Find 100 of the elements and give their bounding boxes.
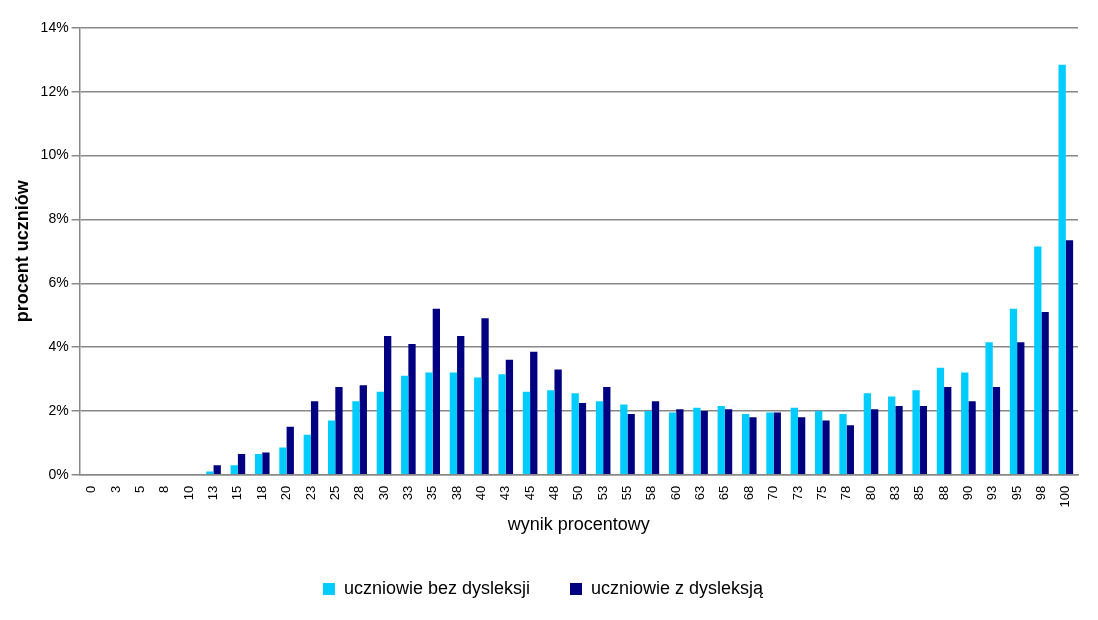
bar	[303, 434, 311, 474]
x-tick-label: 15	[229, 485, 245, 501]
y-tick-label: 8%	[48, 210, 69, 227]
bar	[839, 414, 847, 474]
x-tick-label: 65	[716, 485, 732, 501]
bar	[863, 393, 872, 474]
bar	[815, 410, 823, 474]
x-tick-label: 63	[692, 485, 708, 501]
bar	[773, 412, 781, 474]
bar	[871, 409, 879, 474]
x-tick-label: 80	[862, 485, 878, 501]
bar	[286, 426, 294, 474]
x-tick-label: 60	[667, 485, 683, 501]
x-tick-label: 73	[789, 485, 805, 501]
x-tick-label: 50	[570, 485, 586, 501]
x-tick-label: 20	[278, 485, 294, 501]
bar	[676, 409, 684, 474]
x-tick-label: 13	[205, 485, 221, 501]
x-tick-label: 90	[960, 485, 975, 501]
bar	[822, 420, 830, 474]
x-tick-label: 75	[813, 485, 829, 501]
x-tick-label: 78	[838, 485, 854, 501]
bar	[335, 386, 343, 474]
y-tick-label: 4%	[48, 337, 69, 354]
bar	[279, 447, 287, 474]
bar	[595, 401, 604, 474]
x-tick-label: 100	[1057, 485, 1073, 508]
y-tick-label: 10%	[40, 146, 69, 163]
x-tick-label: 68	[740, 485, 756, 501]
bar	[944, 386, 952, 474]
bar	[262, 452, 270, 474]
bar	[888, 396, 896, 474]
bar	[449, 372, 458, 474]
bar	[603, 386, 611, 474]
bar	[936, 367, 945, 474]
x-tick-label: 18	[253, 485, 269, 501]
bar	[376, 391, 384, 474]
x-tick-label: 93	[984, 485, 1000, 501]
bar	[425, 372, 433, 474]
x-tick-label: 95	[1008, 485, 1024, 501]
bar	[432, 308, 441, 474]
bar	[797, 417, 806, 474]
bar	[968, 401, 976, 474]
legend-label: uczniowie z dysleksją	[591, 577, 765, 598]
bar	[651, 401, 660, 474]
y-tick-label: 14%	[40, 18, 69, 35]
bar	[846, 425, 854, 474]
x-tick-label: 5	[132, 485, 148, 493]
bar	[408, 343, 416, 474]
bar	[352, 401, 360, 474]
bar	[384, 335, 392, 474]
x-tick-label: 28	[351, 485, 367, 501]
y-tick-label: 0%	[48, 465, 69, 482]
x-tick-label: 83	[886, 485, 902, 501]
bar	[1034, 246, 1042, 474]
bar	[717, 406, 725, 474]
bar	[1017, 342, 1025, 474]
x-tick-label: 23	[302, 485, 318, 501]
x-tick-label: 58	[643, 485, 659, 501]
bar	[310, 401, 319, 474]
x-axis-title: wynik procentowy	[506, 514, 650, 535]
bar	[766, 412, 774, 474]
bar	[919, 406, 928, 474]
x-tick-label: 0	[83, 485, 99, 493]
x-tick-label: 3	[107, 485, 123, 493]
x-tick-label: 35	[424, 485, 440, 501]
bar	[700, 410, 708, 474]
bar	[961, 372, 969, 474]
bar	[554, 369, 562, 474]
bar	[1058, 64, 1066, 474]
bar	[474, 377, 482, 474]
bar	[578, 402, 587, 474]
x-tick-label: 85	[911, 485, 927, 501]
x-tick-label: 45	[521, 485, 537, 501]
bar	[1041, 311, 1049, 474]
bar	[1009, 308, 1018, 474]
bar	[693, 407, 701, 474]
y-tick-label: 2%	[48, 401, 69, 418]
x-tick-label: 70	[765, 485, 781, 501]
y-axis-title: procent uczniów	[11, 179, 32, 323]
bar	[498, 374, 506, 474]
bar	[401, 375, 409, 474]
bar	[627, 414, 635, 474]
bar	[547, 390, 555, 474]
x-tick-label: 40	[472, 485, 488, 501]
bar	[985, 342, 993, 474]
x-tick-label: 33	[399, 485, 415, 501]
bar	[237, 453, 246, 474]
bar	[749, 417, 757, 474]
bar	[992, 386, 1001, 474]
x-tick-label: 53	[594, 485, 610, 501]
bar	[530, 351, 538, 474]
bar	[644, 410, 652, 474]
legend-label: uczniowie bez dysleksji	[343, 577, 531, 598]
bar	[668, 412, 677, 474]
bar	[457, 335, 465, 474]
x-tick-label: 30	[375, 485, 391, 501]
bar	[481, 318, 489, 474]
x-tick-label: 98	[1033, 485, 1049, 501]
x-tick-label: 88	[935, 485, 951, 501]
